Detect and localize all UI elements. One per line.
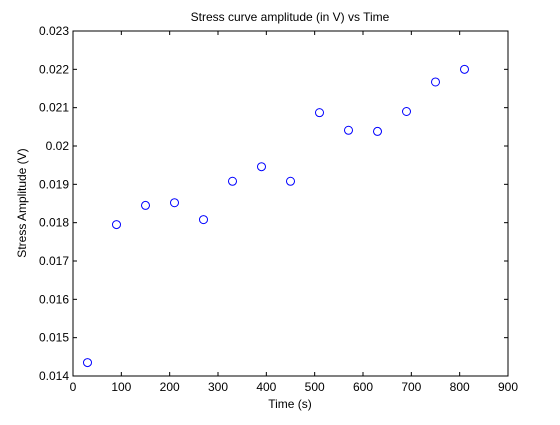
y-tick-label: 0.014 xyxy=(39,369,69,383)
data-point xyxy=(315,108,324,118)
y-tick-label: 0.018 xyxy=(39,216,69,230)
x-tick-label: 0 xyxy=(70,380,77,394)
y-tick-label: 0.022 xyxy=(39,62,69,76)
data-point xyxy=(141,200,150,210)
data-point xyxy=(344,125,353,135)
x-axis: 0 100 200 300 400 500 600 700 800 900 xyxy=(70,31,518,394)
data-point xyxy=(199,215,208,225)
data-points xyxy=(83,64,469,368)
y-tick-label: 0.017 xyxy=(39,254,69,268)
data-point xyxy=(257,162,266,172)
y-tick-label: 0.023 xyxy=(39,24,69,38)
y-tick-label: 0.016 xyxy=(39,292,69,306)
x-tick-label: 500 xyxy=(305,380,325,394)
data-point xyxy=(228,176,237,186)
data-point xyxy=(373,126,382,136)
data-point xyxy=(402,107,411,116)
x-tick-label: 900 xyxy=(498,380,518,394)
x-tick-label: 300 xyxy=(208,380,228,394)
chart-title: Stress curve amplitude (in V) vs Time xyxy=(191,10,390,24)
x-tick-label: 800 xyxy=(450,380,470,394)
x-tick-label: 400 xyxy=(256,380,276,394)
data-point xyxy=(286,176,295,186)
data-point xyxy=(170,198,179,208)
x-tick-label: 100 xyxy=(111,380,131,394)
y-tick-label: 0.02 xyxy=(46,139,70,153)
data-point xyxy=(112,220,121,230)
y-tick-label: 0.019 xyxy=(39,177,69,191)
y-axis-title: Stress Amplitude (V) xyxy=(15,148,29,257)
x-tick-label: 200 xyxy=(160,380,180,394)
y-tick-label: 0.015 xyxy=(39,331,69,345)
y-axis: 0.014 0.015 0.016 0.017 0.018 0.019 0.02 0.021 0… xyxy=(39,24,508,383)
x-tick-label: 700 xyxy=(401,380,421,394)
data-point xyxy=(460,64,469,74)
data-point xyxy=(83,358,92,368)
x-tick-label: 600 xyxy=(353,380,373,394)
x-axis-title: Time (s) xyxy=(268,397,312,411)
data-point xyxy=(431,77,440,87)
y-tick-label: 0.021 xyxy=(39,101,69,115)
plot-area xyxy=(72,30,509,377)
